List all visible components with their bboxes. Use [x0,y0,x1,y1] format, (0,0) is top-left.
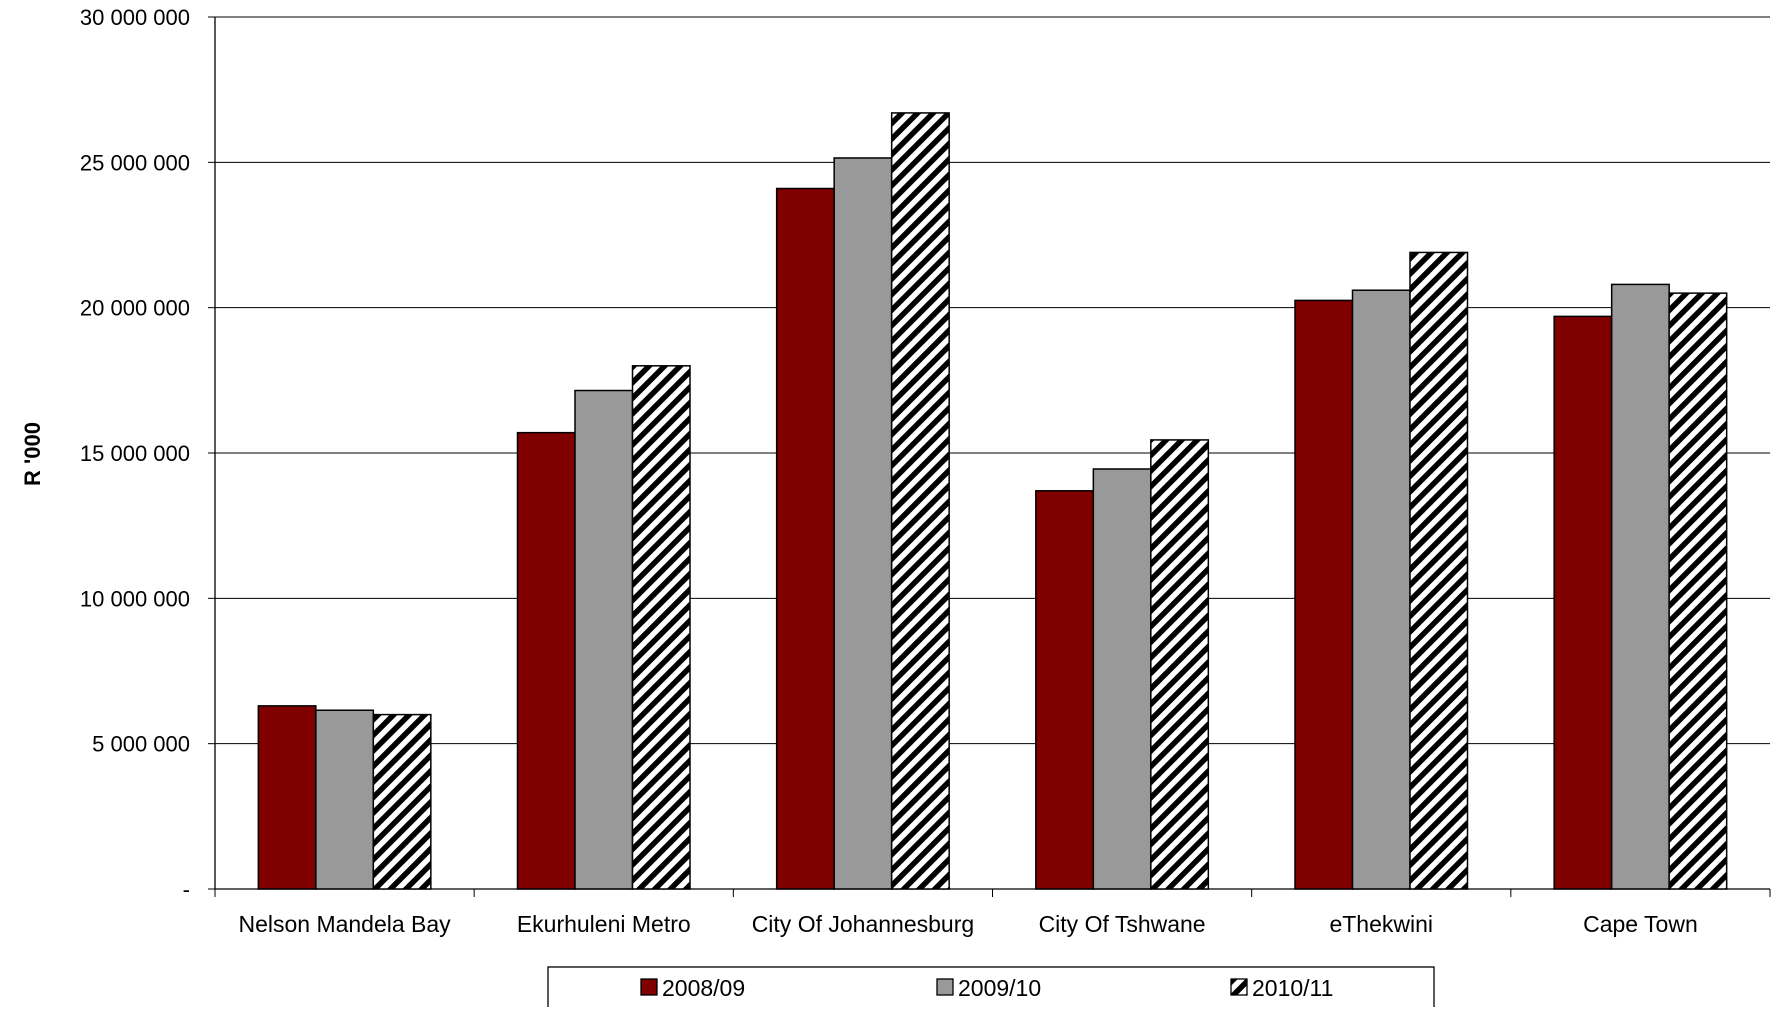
y-tick-label: 25 000 000 [80,150,190,175]
y-tick-label: - [183,877,190,902]
bar-2010-11 [1150,439,1210,890]
axis-labels: - 5 000 000 10 000 000 15 000 000 20 000 000… [80,5,1698,937]
x-tick-label: Nelson Mandela Bay [238,911,451,937]
bar-2009-10 [1610,283,1670,890]
x-tick-label: Ekurhuleni Metro [517,911,691,937]
bar-2008-09 [516,431,576,890]
bar-2008-09 [1294,299,1354,890]
legend-label: 2009/10 [958,975,1041,1001]
bar-2010-11 [1668,292,1728,890]
gridlines [215,16,1770,745]
bar-2008-09 [1035,490,1095,890]
y-axis-title: R '000 [20,422,45,486]
x-tick-label: City Of Tshwane [1039,911,1206,937]
y-tick-label: 10 000 000 [80,586,190,611]
y-tick-label: 30 000 000 [80,5,190,30]
y-tick-label: 15 000 000 [80,441,190,466]
bar-2010-11 [631,365,691,890]
bar-2009-10 [315,709,375,890]
bar-2009-10 [1092,468,1152,890]
bar-2008-09 [1553,315,1613,890]
x-tick-label: eThekwini [1329,911,1433,937]
y-tick-label: 20 000 000 [80,296,190,321]
bar-2008-09 [775,187,835,890]
legend: 2008/09 2009/10 2010/11 [547,966,1435,1012]
legend-box [547,966,1435,1012]
legend-swatch [936,978,954,996]
legend-swatch [1230,978,1248,996]
legend-swatch [640,978,658,996]
x-tick-label: Cape Town [1583,911,1698,937]
legend-label: 2008/09 [662,975,745,1001]
x-tick-label: City Of Johannesburg [752,911,974,937]
bar-2010-11 [890,112,950,890]
bar-2010-11 [372,713,432,890]
bar-2008-09 [257,705,317,890]
axes [208,16,1771,897]
bar-2009-10 [574,389,634,890]
bar-2009-10 [1351,289,1411,890]
legend-label: 2010/11 [1252,975,1333,1001]
bar-2009-10 [833,157,893,890]
bars [257,112,1728,890]
bar-2010-11 [1409,251,1469,890]
y-tick-label: 5 000 000 [92,732,190,757]
